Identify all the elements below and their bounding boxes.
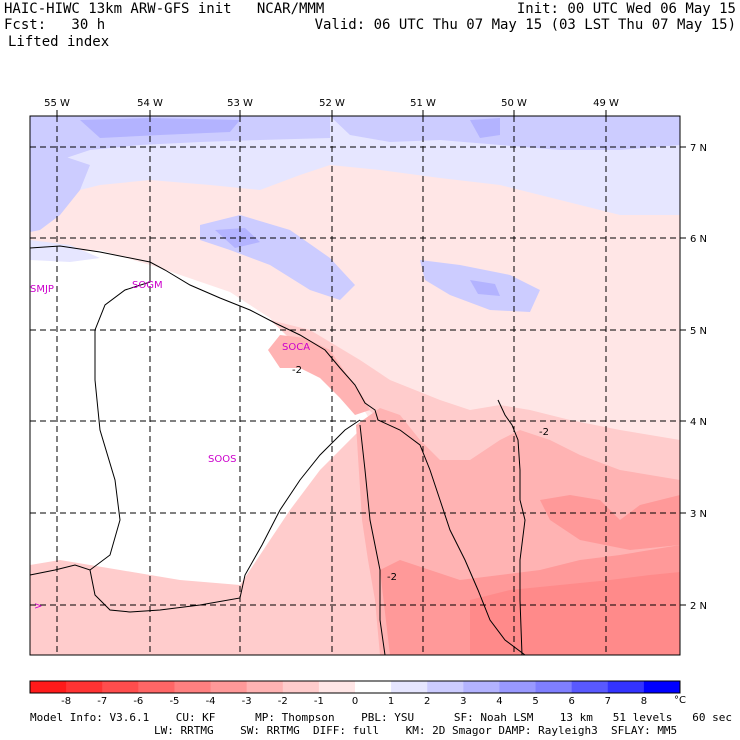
lon-label-54w: 54 W — [137, 98, 163, 109]
colorbar-tick-label: 5 — [532, 696, 538, 707]
colorbar-tick-label: 0 — [352, 696, 358, 707]
colorbar-swatch — [391, 681, 428, 693]
lat-label-3n: 3 N — [690, 509, 707, 520]
lat-label-7n: 7 N — [690, 143, 707, 154]
colorbar-frame — [29, 680, 681, 694]
contour-label: -2 — [539, 427, 549, 438]
colorbar-swatch — [535, 681, 573, 693]
colorbar — [29, 680, 681, 694]
lon-label-51w: 51 W — [410, 98, 436, 109]
colorbar-tick-label: -2 — [278, 696, 288, 707]
colorbar-tick-label: -1 — [314, 696, 324, 707]
lon-label-50w: 50 W — [501, 98, 527, 109]
station-soos: SOOS — [208, 454, 236, 465]
coastlines — [29, 245, 526, 656]
colorbar-swatch — [138, 681, 175, 693]
lon-label-52w: 52 W — [319, 98, 345, 109]
lat-label-5n: 5 N — [690, 326, 707, 337]
lifted-index-field — [30, 116, 680, 655]
colorbar-swatch — [607, 681, 645, 693]
colorbar-tick-label: 4 — [496, 696, 502, 707]
lat-lon-grid — [30, 116, 680, 655]
lat-label-2n: 2 N — [690, 601, 707, 612]
colorbar-tick-label: -5 — [169, 696, 179, 707]
colorbar-swatch — [643, 681, 681, 693]
axis-ticks — [56, 110, 686, 606]
run-title: HAIC-HIWC 13km ARW-GFS init NCAR/MMM — [4, 1, 325, 17]
station-sogm: SOGM — [132, 280, 163, 291]
colorbar-swatch — [355, 681, 392, 693]
colorbar-swatch — [571, 681, 609, 693]
colorbar-unit: °C — [674, 695, 686, 706]
colorbar-tick-label: 3 — [460, 696, 466, 707]
lon-label-55w: 55 W — [44, 98, 70, 109]
colorbar-swatch — [427, 681, 464, 693]
colorbar-tick-label: 8 — [641, 696, 647, 707]
colorbar-tick-label: -3 — [242, 696, 252, 707]
colorbar-tick-label: -8 — [61, 696, 71, 707]
colorbar-tick-label: 1 — [388, 696, 394, 707]
colorbar-tick-label: 6 — [568, 696, 574, 707]
contour-label: -2 — [292, 365, 302, 376]
colorbar-tick-label: -4 — [206, 696, 216, 707]
lat-label-4n: 4 N — [690, 417, 707, 428]
model-info-line1: Model Info: V3.6.1 CU: KF MP: Thompson P… — [30, 711, 732, 724]
lon-label-53w: 53 W — [227, 98, 253, 109]
colorbar-swatch — [102, 681, 139, 693]
field-name: Lifted index — [8, 34, 110, 50]
colorbar-swatch — [282, 681, 320, 693]
colorbar-tick-label: 2 — [424, 696, 430, 707]
edge-marker-icon: > — [34, 601, 42, 612]
lat-label-6n: 6 N — [690, 234, 707, 245]
colorbar-swatch — [499, 681, 537, 693]
valid-time: Valid: 06 UTC Thu 07 May 15 (03 LST Thu … — [314, 17, 736, 33]
lon-label-49w: 49 W — [593, 98, 619, 109]
station-smjp: SMJP — [30, 284, 54, 295]
colorbar-swatch — [174, 681, 212, 693]
model-info-line2: LW: RRTMG SW: RRTMG DIFF: full KM: 2D Sm… — [154, 724, 678, 737]
colorbar-tick-label: -7 — [97, 696, 107, 707]
colorbar-swatch — [66, 681, 103, 693]
colorbar-labels: -8 -7 -6 -5 -4 -3 -2 -1 0 1 2 3 4 5 6 7 8 — [61, 696, 647, 707]
forecast-hour: Fcst: 30 h — [4, 17, 106, 33]
contour-label: -2 — [387, 572, 397, 583]
colorbar-swatch — [463, 681, 500, 693]
station-soca: SOCA — [282, 342, 310, 353]
colorbar-swatch — [30, 681, 67, 693]
colorbar-swatch — [318, 681, 356, 693]
colorbar-tick-label: 7 — [605, 696, 611, 707]
colorbar-tick-label: -6 — [133, 696, 143, 707]
init-time: Init: 00 UTC Wed 06 May 15 — [516, 1, 736, 17]
colorbar-swatch — [210, 681, 248, 693]
colorbar-swatch — [246, 681, 284, 693]
